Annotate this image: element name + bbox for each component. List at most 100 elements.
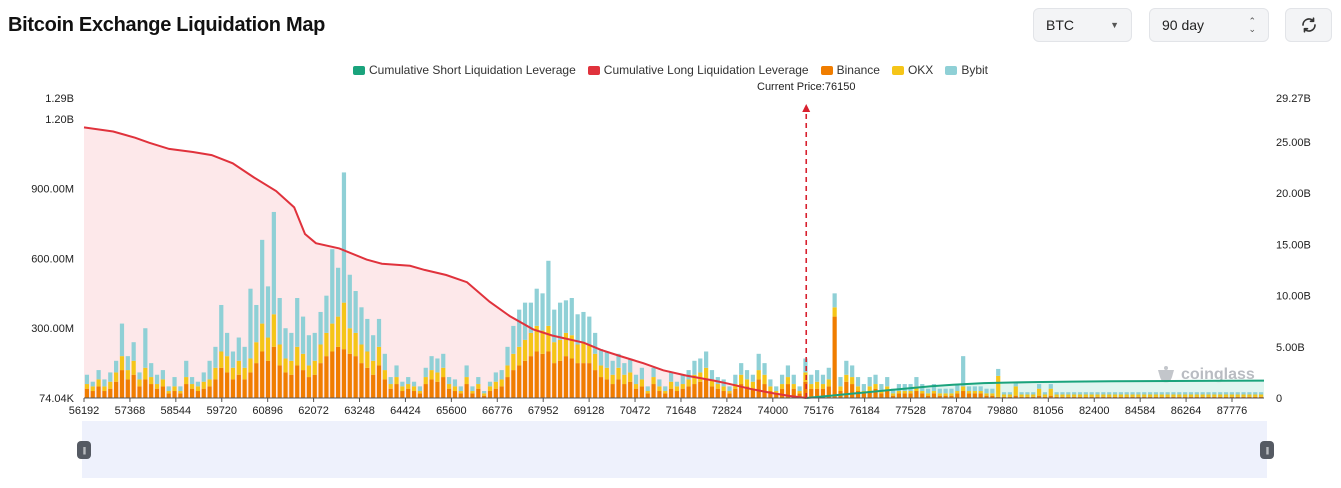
bar-okx[interactable] [195,386,201,392]
bar-okx[interactable] [1212,394,1217,397]
bar-binance[interactable] [622,384,627,398]
bar-binance[interactable] [447,388,452,398]
bar-okx[interactable] [289,360,294,375]
bar-bybit[interactable] [388,377,393,385]
bar-bybit[interactable] [511,325,516,354]
bar-bybit[interactable] [1054,392,1059,395]
bar-bybit[interactable] [546,260,551,326]
bar-bybit[interactable] [108,372,113,382]
bar-binance[interactable] [768,391,773,398]
bar-binance[interactable] [289,374,294,398]
bar-okx[interactable] [1001,394,1007,397]
bar-bybit[interactable] [768,379,773,387]
bar-binance[interactable] [639,386,644,398]
bar-okx[interactable] [873,384,878,389]
bar-bybit[interactable] [1136,392,1141,395]
bar-bybit[interactable] [154,374,160,385]
bar-okx[interactable] [593,353,598,371]
bar-bybit[interactable] [1194,392,1199,395]
bar-okx[interactable] [914,386,919,392]
bar-binance[interactable] [219,367,224,398]
bar-binance[interactable] [663,393,668,398]
bar-binance[interactable] [563,356,569,398]
bar-okx[interactable] [832,307,837,317]
bar-okx[interactable] [137,379,142,387]
bar-binance[interactable] [149,384,154,398]
bar-okx[interactable] [353,332,358,357]
bar-binance[interactable] [867,391,872,398]
bar-bybit[interactable] [914,377,919,387]
bar-okx[interactable] [371,360,376,375]
bar-bybit[interactable] [803,358,808,373]
bar-okx[interactable] [423,377,428,385]
bar-okx[interactable] [709,379,715,387]
bar-okx[interactable] [750,381,755,389]
bar-binance[interactable] [248,372,253,398]
bar-bybit[interactable] [616,353,621,368]
bar-bybit[interactable] [540,293,545,331]
bar-bybit[interactable] [552,309,557,343]
bar-binance[interactable] [125,379,130,398]
bar-okx[interactable] [639,379,644,387]
bar-okx[interactable] [528,332,533,357]
bar-binance[interactable] [1194,396,1199,398]
bar-binance[interactable] [464,384,469,398]
bar-bybit[interactable] [131,342,136,361]
bar-binance[interactable] [750,388,755,398]
bar-okx[interactable] [663,391,668,394]
bar-binance[interactable] [996,396,1001,398]
bar-binance[interactable] [879,393,884,398]
bar-binance[interactable] [1083,396,1088,398]
bar-bybit[interactable] [645,386,650,392]
bar-bybit[interactable] [949,388,954,394]
bar-binance[interactable] [458,393,463,398]
bar-binance[interactable] [511,370,516,398]
bar-okx[interactable] [1025,394,1030,397]
period-select[interactable]: 90 day ⌃ ⌄ [1149,8,1269,42]
bar-okx[interactable] [458,391,463,394]
long-cumulative-line[interactable] [83,126,807,399]
bar-binance[interactable] [785,384,791,398]
short-cumulative-line[interactable] [806,379,1265,399]
bar-okx[interactable] [692,374,697,385]
bar-bybit[interactable] [1042,392,1048,395]
bar-binance[interactable] [1223,396,1229,398]
bar-bybit[interactable] [336,267,341,317]
bar-okx[interactable] [820,384,826,389]
bar-binance[interactable] [353,356,358,398]
bar-binance[interactable] [347,353,352,398]
bar-okx[interactable] [330,323,335,352]
bar-bybit[interactable] [1153,392,1159,395]
bar-okx[interactable] [581,342,586,364]
bar-binance[interactable] [552,363,557,398]
bar-binance[interactable] [604,379,609,398]
bar-okx[interactable] [219,351,224,368]
legend-item-binance[interactable]: Binance [820,63,880,77]
bar-bybit[interactable] [417,386,422,392]
bar-okx[interactable] [143,367,148,380]
bar-bybit[interactable] [575,314,580,345]
bar-bybit[interactable] [172,377,177,387]
bar-okx[interactable] [166,391,171,394]
bar-bybit[interactable] [686,370,691,380]
bar-binance[interactable] [1118,396,1123,398]
bar-okx[interactable] [1241,394,1246,397]
bar-binance[interactable] [271,346,276,398]
bar-bybit[interactable] [1159,392,1164,395]
bar-okx[interactable] [1159,394,1164,397]
bar-binance[interactable] [236,374,241,398]
bar-okx[interactable] [476,384,481,389]
bar-okx[interactable] [382,370,387,380]
bar-binance[interactable] [1130,396,1135,398]
bar-binance[interactable] [341,349,347,398]
bar-bybit[interactable] [1130,392,1135,395]
bar-bybit[interactable] [598,349,604,366]
bar-bybit[interactable] [1223,392,1229,395]
bar-okx[interactable] [359,344,364,364]
range-navigator[interactable] [82,421,1267,478]
bar-binance[interactable] [890,395,896,398]
bar-binance[interactable] [487,391,493,398]
bar-okx[interactable] [961,386,966,392]
bar-binance[interactable] [633,388,639,398]
bar-bybit[interactable] [528,302,533,333]
